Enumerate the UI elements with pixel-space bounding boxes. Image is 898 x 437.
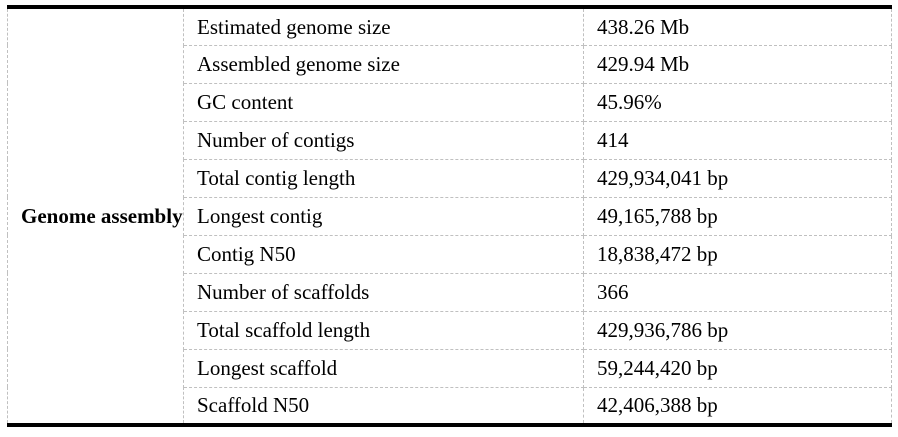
metric-cell: Longest scaffold [183,348,584,388]
section-label: Genome assembly [7,6,184,426]
table-row: Contig N50 18,838,472 bp [8,234,892,274]
table-row: Longest contig 49,165,788 bp [8,196,892,236]
metric-cell: Estimated genome size [183,6,584,46]
metric-cell: Longest contig [183,196,584,236]
genome-assembly-table: Genome assembly Estimated genome size 43… [7,5,892,427]
metric-cell: Contig N50 [183,234,584,274]
table-row: Total scaffold length 429,936,786 bp [8,310,892,350]
value-cell: 49,165,788 bp [583,196,892,236]
value-cell: 429,936,786 bp [583,310,892,350]
table-row: Longest scaffold 59,244,420 bp [8,348,892,388]
value-cell: 42,406,388 bp [583,386,892,426]
metric-cell: Total scaffold length [183,310,584,350]
metric-cell: GC content [183,82,584,122]
metric-cell: Assembled genome size [183,44,584,84]
table-row: Genome assembly Estimated genome size 43… [7,6,892,426]
metric-cell: Total contig length [183,158,584,198]
table-row: Scaffold N50 42,406,388 bp [8,386,892,426]
table-row: Number of scaffolds 366 [8,272,892,312]
table-row: Assembled genome size 429.94 Mb [8,44,892,84]
value-cell: 438.26 Mb [583,6,892,46]
value-cell: 59,244,420 bp [583,348,892,388]
value-cell: 414 [583,120,892,160]
value-cell: 18,838,472 bp [583,234,892,274]
value-cell: 45.96% [583,82,892,122]
metric-cell: Number of contigs [183,120,584,160]
value-cell: 366 [583,272,892,312]
metric-cell: Number of scaffolds [183,272,584,312]
value-cell: 429.94 Mb [583,44,892,84]
value-cell: 429,934,041 bp [583,158,892,198]
metric-cell: Scaffold N50 [183,386,584,426]
